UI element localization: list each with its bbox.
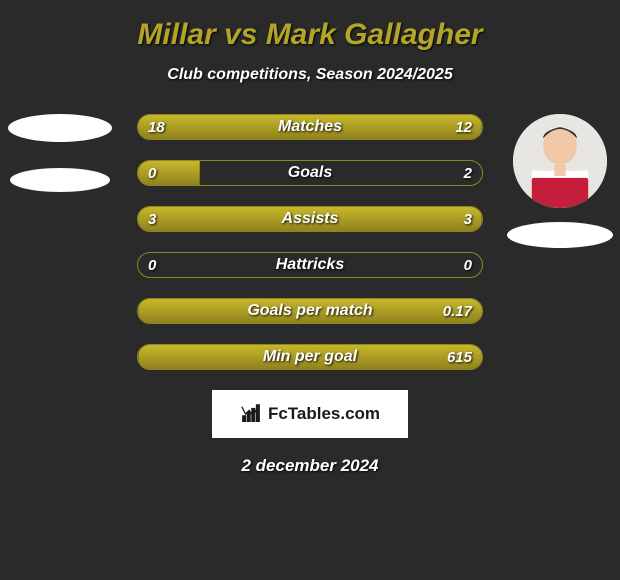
logo-text: FcTables.com [268,404,380,424]
left-avatar-placeholder [8,114,112,142]
stat-right-value: 0 [464,253,472,277]
stat-row: 02Goals [137,160,483,186]
bar-fill-left [138,115,482,139]
stat-label: Hattricks [138,253,482,277]
stat-row: 615Min per goal [137,344,483,370]
stats-area: 1812Matches 02Goals 33Assists 0 0Hattricks 0.… [0,114,620,370]
avatar-person-icon [513,114,607,208]
page-title: Millar vs Mark Gallagher [137,18,482,52]
right-name-placeholder [507,222,613,248]
stat-row: 1812Matches [137,114,483,140]
bar-fill-left [138,207,482,231]
page-subtitle: Club competitions, Season 2024/2025 [167,66,452,84]
stat-right-value: 2 [464,161,472,185]
right-avatar [513,114,607,208]
stat-row: 33Assists [137,206,483,232]
bar-fill-right [138,345,482,369]
stat-bars: 1812Matches 02Goals 33Assists 0 0Hattricks 0.… [137,114,483,370]
bar-fill-right [138,299,482,323]
stat-row: 0 0Hattricks [137,252,483,278]
right-player-col [510,114,610,248]
chart-icon [240,403,262,425]
date-label: 2 december 2024 [241,456,378,476]
left-player-col [10,114,110,218]
left-name-placeholder [10,168,110,192]
bar-fill-left [138,161,200,185]
stat-row: 0.17Goals per match [137,298,483,324]
stat-left-value: 0 [148,253,156,277]
fctables-logo[interactable]: FcTables.com [212,390,408,438]
